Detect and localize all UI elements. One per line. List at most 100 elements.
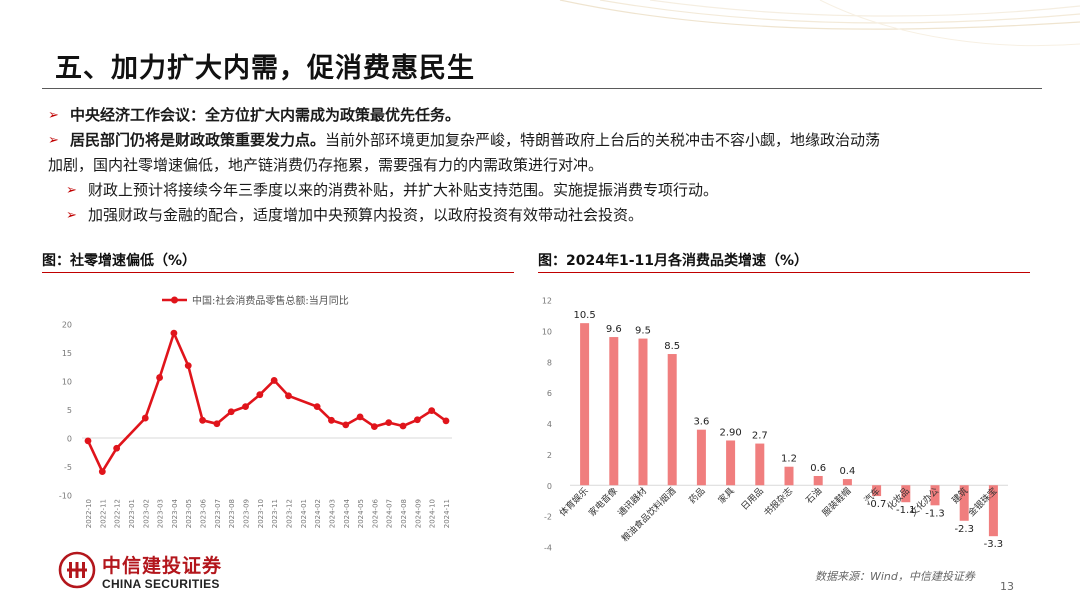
x-tick-label: 2023-08 [228,499,236,528]
y-tick-label: 2 [547,451,552,460]
data-point [156,374,163,381]
y-tick-label: 10 [542,327,552,336]
bullet-list: ➢ 中央经济工作会议：全方位扩大内需成为政策最优先任务。 ➢ 居民部门仍将是财政… [48,103,1058,228]
data-point [113,444,121,452]
data-label: -0.7 [867,499,887,510]
y-tick-label: 20 [62,321,72,330]
bar [988,485,998,537]
x-tick-label: 2023-04 [171,498,179,528]
data-point [98,468,106,476]
bullet-text-continued: 加剧，国内社零增速偏低，地产链消费仍存拖累，需要强有力的内需政策进行对冲。 [48,156,604,174]
data-point [328,416,335,424]
arrow-bullet-icon: ➢ [48,108,59,123]
page-number: 13 [1000,580,1014,593]
y-tick-label: 8 [547,358,552,367]
x-tick-label: 石油 [803,485,824,506]
data-point [242,403,249,411]
logo-chinese-name: 中信建投证券 [102,555,223,577]
y-tick-label: 0 [547,482,552,491]
china-securities-logo-icon [58,551,96,589]
x-tick-label: 2023-11 [271,499,279,528]
x-tick-label: 体育娱乐 [557,485,591,519]
data-label: 8.5 [664,341,680,352]
bar [930,485,940,506]
data-point [413,416,421,424]
x-tick-label: 日用品 [739,486,766,513]
x-tick-label: 2024-06 [371,498,379,528]
bar [784,466,794,486]
y-tick-label: 10 [62,378,72,387]
x-tick-label: 2024-03 [328,499,336,528]
legend-marker [171,296,178,304]
x-tick-label: 2023-01 [128,499,136,528]
data-point [399,422,407,430]
figure-title-rule [538,272,1030,273]
data-point [356,413,364,421]
data-point [313,403,321,411]
y-tick-label: -2 [544,513,552,522]
data-label: -1.1 [896,505,916,516]
bullet-item: ➢ 中央经济工作会议：全方位扩大内需成为政策最优先任务。 [48,103,1058,128]
data-label: 2.90 [719,427,741,438]
data-point [213,420,221,428]
data-point [342,421,350,429]
x-tick-label: 药品 [687,486,708,507]
data-point [141,414,149,422]
retail-sales-line-chart: 中国:社会消费品零售总额:当月同比 -10 -5 0 5 10 15 20 2022-10 202… [59,294,452,528]
legend-label: 中国:社会消费品零售总额:当月同比 [192,294,349,307]
arrow-bullet-icon: ➢ [66,208,77,223]
x-tick-label: 2024-04 [343,498,351,528]
x-tick-label: 2024-08 [400,499,408,528]
bar [580,323,590,486]
data-source-note: 数据来源：Wind，中信建投证券 [815,570,975,583]
x-tick-label: 2022-11 [99,499,107,528]
sub-bullet-item: ➢ 加强财政与金融的配合，适度增加中央预算内投资，以政府投资有效带动社会投资。 [48,203,1058,228]
x-tick-label: 2023-10 [257,499,265,528]
bullet-item: ➢ 居民部门仍将是财政政策重要发力点。当前外部环境更加复杂严峻，特朗普政府上台后… [48,128,1058,178]
data-point [199,416,206,424]
data-point [84,437,92,445]
bar [901,485,911,503]
x-tick-label: 2023-09 [243,499,251,528]
arrow-bullet-icon: ➢ [48,133,59,148]
data-point [256,391,264,399]
bullet-bold-text: 居民部门仍将是财政政策重要发力点。 [70,131,326,149]
data-point [285,392,292,400]
category-growth-bar-chart: -4-202468101210.5体育娱乐9.6家电音像9.5通讯器材8.5粮油… [542,297,1008,553]
y-tick-label: 15 [62,349,72,358]
figure-title-retail-sales: 图：社零增速偏低（%） [42,253,197,269]
bar [959,485,969,521]
sub-bullet-item: ➢ 财政上预计将接续今年三季度以来的消费补贴，并扩大补贴支持范围。实施提振消费专… [48,178,1058,203]
x-tick-label: 2024-07 [386,499,394,528]
x-tick-label: 2022-12 [114,499,122,528]
y-tick-label: -4 [544,544,552,553]
y-tick-label: 6 [547,389,552,398]
x-tick-label: 2023-02 [142,499,150,528]
data-label: -2.3 [954,524,974,535]
x-tick-label: 2023-06 [200,498,208,528]
series-line [86,331,447,473]
x-tick-label: 2024-02 [314,499,322,528]
bar [609,337,619,486]
x-tick-label: 2023-07 [214,499,222,528]
x-tick-label: 书报杂志 [761,485,795,519]
data-label: 2.7 [752,431,768,442]
y-tick-label: -10 [59,492,72,501]
x-tick-label: 服装鞋帽 [820,485,854,519]
logo-english-name: CHINA SECURITIES [102,577,220,591]
bar [842,479,852,486]
data-point [385,419,393,427]
data-point [227,408,235,416]
data-point [428,407,436,415]
x-tick-label: 2023-05 [185,499,193,528]
data-label: -1.3 [925,508,945,519]
bar [667,354,677,486]
data-point [371,423,378,430]
bar [813,475,823,486]
bar [755,443,765,486]
x-tick-label: 2024-10 [429,499,437,528]
x-tick-label: 2024-01 [300,499,308,528]
data-label: -3.3 [984,539,1004,550]
x-tick-label: 家电音像 [586,485,620,519]
x-tick-label: 2024-09 [414,499,422,528]
